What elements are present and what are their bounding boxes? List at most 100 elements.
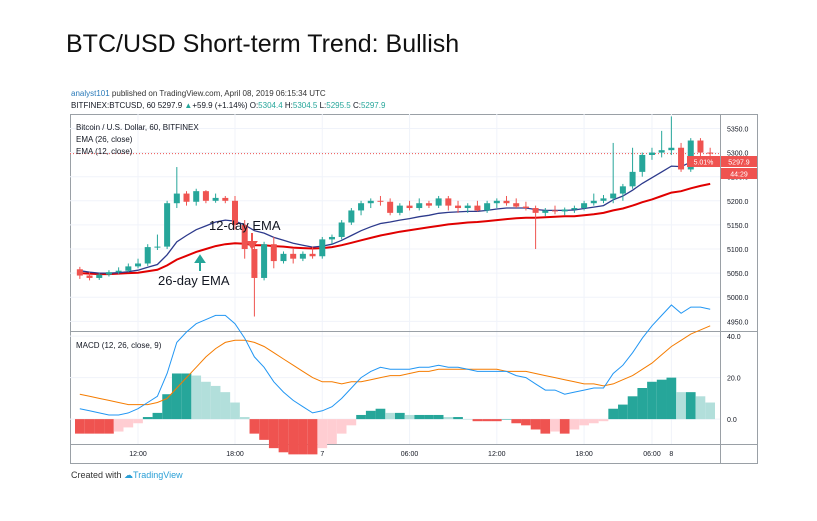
macd-axis-ticks: 40.0 20.0 0.0: [727, 334, 741, 424]
macd-line: [79, 304, 711, 416]
candle-body: [532, 208, 539, 213]
candle-body: [280, 253, 287, 262]
candle-body: [154, 246, 161, 248]
candle-body: [590, 200, 597, 204]
candle-body: [115, 270, 122, 273]
up-arrow-icon: ▲: [184, 101, 193, 110]
tradingview-brand-link[interactable]: TradingView: [133, 470, 183, 480]
legend-ema26: EMA (26, close): [76, 135, 133, 144]
histogram-bar: [365, 410, 376, 420]
candle-body: [542, 210, 549, 213]
candle-body: [639, 154, 646, 172]
time-tick-label: 8: [669, 451, 673, 458]
histogram-bar: [268, 419, 279, 449]
histogram-bar: [191, 375, 202, 420]
candle-body: [251, 249, 258, 278]
histogram-bar: [210, 385, 221, 420]
histogram-bar: [230, 402, 240, 420]
histogram-bar: [346, 419, 357, 426]
histogram-bar: [259, 419, 269, 440]
macd-lines: [79, 304, 711, 416]
histogram-bar: [462, 419, 473, 420]
pct-tag-text: 5.01%: [694, 160, 714, 167]
price-tick-label: 4950.0: [727, 319, 749, 326]
open-value: 5304.4: [258, 101, 283, 110]
histogram-bar: [656, 379, 667, 420]
low-value: 5295.5: [326, 101, 351, 110]
candle-body: [183, 193, 190, 202]
pct-tag: [687, 156, 720, 167]
candle-body: [270, 244, 277, 262]
histogram-bar: [307, 419, 318, 455]
candle-body: [299, 253, 306, 259]
histogram-bar: [278, 419, 289, 453]
histogram-bar: [550, 419, 560, 432]
chart-frame: 5350.05300.05250.05200.05150.05100.05050…: [70, 114, 758, 469]
histogram-bar: [249, 419, 260, 434]
histogram-bar: [598, 419, 609, 422]
grid: [70, 114, 720, 444]
candle-body: [96, 274, 103, 278]
histogram-bar: [491, 419, 502, 422]
histogram-bar: [685, 392, 696, 420]
chart-svg[interactable]: 5350.05300.05250.05200.05150.05100.05050…: [70, 114, 758, 464]
histogram-bar: [705, 402, 715, 420]
candle-body: [348, 210, 355, 223]
histogram-bar: [288, 419, 299, 455]
candle-body: [416, 203, 423, 209]
publisher-user-link[interactable]: analyst101: [71, 89, 110, 98]
candle-body: [425, 203, 432, 206]
time-tick-label: 18:00: [575, 451, 593, 458]
candle-body: [125, 266, 132, 271]
price-tick-label: 5000.0: [727, 295, 749, 302]
histogram-bar: [540, 419, 551, 434]
histogram-bar: [133, 419, 143, 424]
page-title: BTC/USD Short-term Trend: Bullish: [66, 30, 460, 58]
histogram-bar: [453, 417, 463, 420]
candle-body: [222, 197, 229, 201]
price-tick-label: 5300.0: [727, 151, 749, 158]
histogram-bar: [152, 412, 163, 420]
annotation-ema26: 26-day EMA: [158, 273, 230, 288]
candle-body: [484, 203, 491, 211]
candle-body: [76, 269, 83, 276]
candle-body: [144, 247, 151, 264]
candle-body: [164, 203, 171, 247]
legend-series: Bitcoin / U.S. Dollar, 60, BITFINEX: [76, 123, 199, 132]
candle-body: [687, 140, 694, 170]
histogram-bar: [695, 396, 706, 420]
publisher-text: published on TradingView.com, April 08, …: [109, 89, 326, 98]
price-tick-label: 5200.0: [727, 199, 749, 206]
time-tick-label: 12:00: [129, 451, 147, 458]
candle-body: [231, 200, 239, 225]
candle-body: [522, 206, 529, 209]
candle-body: [629, 171, 636, 187]
candle-body: [493, 200, 500, 204]
histogram-bar: [472, 419, 483, 422]
low-label: L:: [319, 101, 327, 110]
histogram-bar: [113, 419, 124, 432]
histogram-bar: [298, 419, 308, 455]
candle-body: [387, 201, 394, 213]
candle-body: [600, 198, 607, 201]
histogram-bar: [336, 419, 347, 434]
arrow-up-icon: [194, 254, 206, 271]
macd-tick-label: 20.0: [727, 376, 741, 383]
quote-change: +59.9 (+1.14%): [192, 101, 248, 110]
candle-body: [261, 244, 268, 278]
candle-body: [290, 253, 297, 259]
histogram-bar: [220, 392, 231, 420]
last-price-tag: [721, 156, 757, 167]
footer-created: Created with ☁TradingView: [71, 470, 183, 481]
candle-body: [367, 200, 374, 204]
price-tick-label: 5350.0: [727, 126, 749, 133]
candle-body: [193, 191, 200, 202]
histogram-bar: [123, 419, 134, 428]
candle-body: [474, 205, 481, 211]
histogram-bar: [530, 419, 541, 430]
histogram-bar: [94, 419, 105, 434]
histogram-bar: [627, 396, 638, 420]
candle-body: [668, 147, 675, 151]
time-tick-label: 06:00: [401, 451, 419, 458]
publisher-line: analyst101 published on TradingView.com,…: [71, 89, 326, 98]
